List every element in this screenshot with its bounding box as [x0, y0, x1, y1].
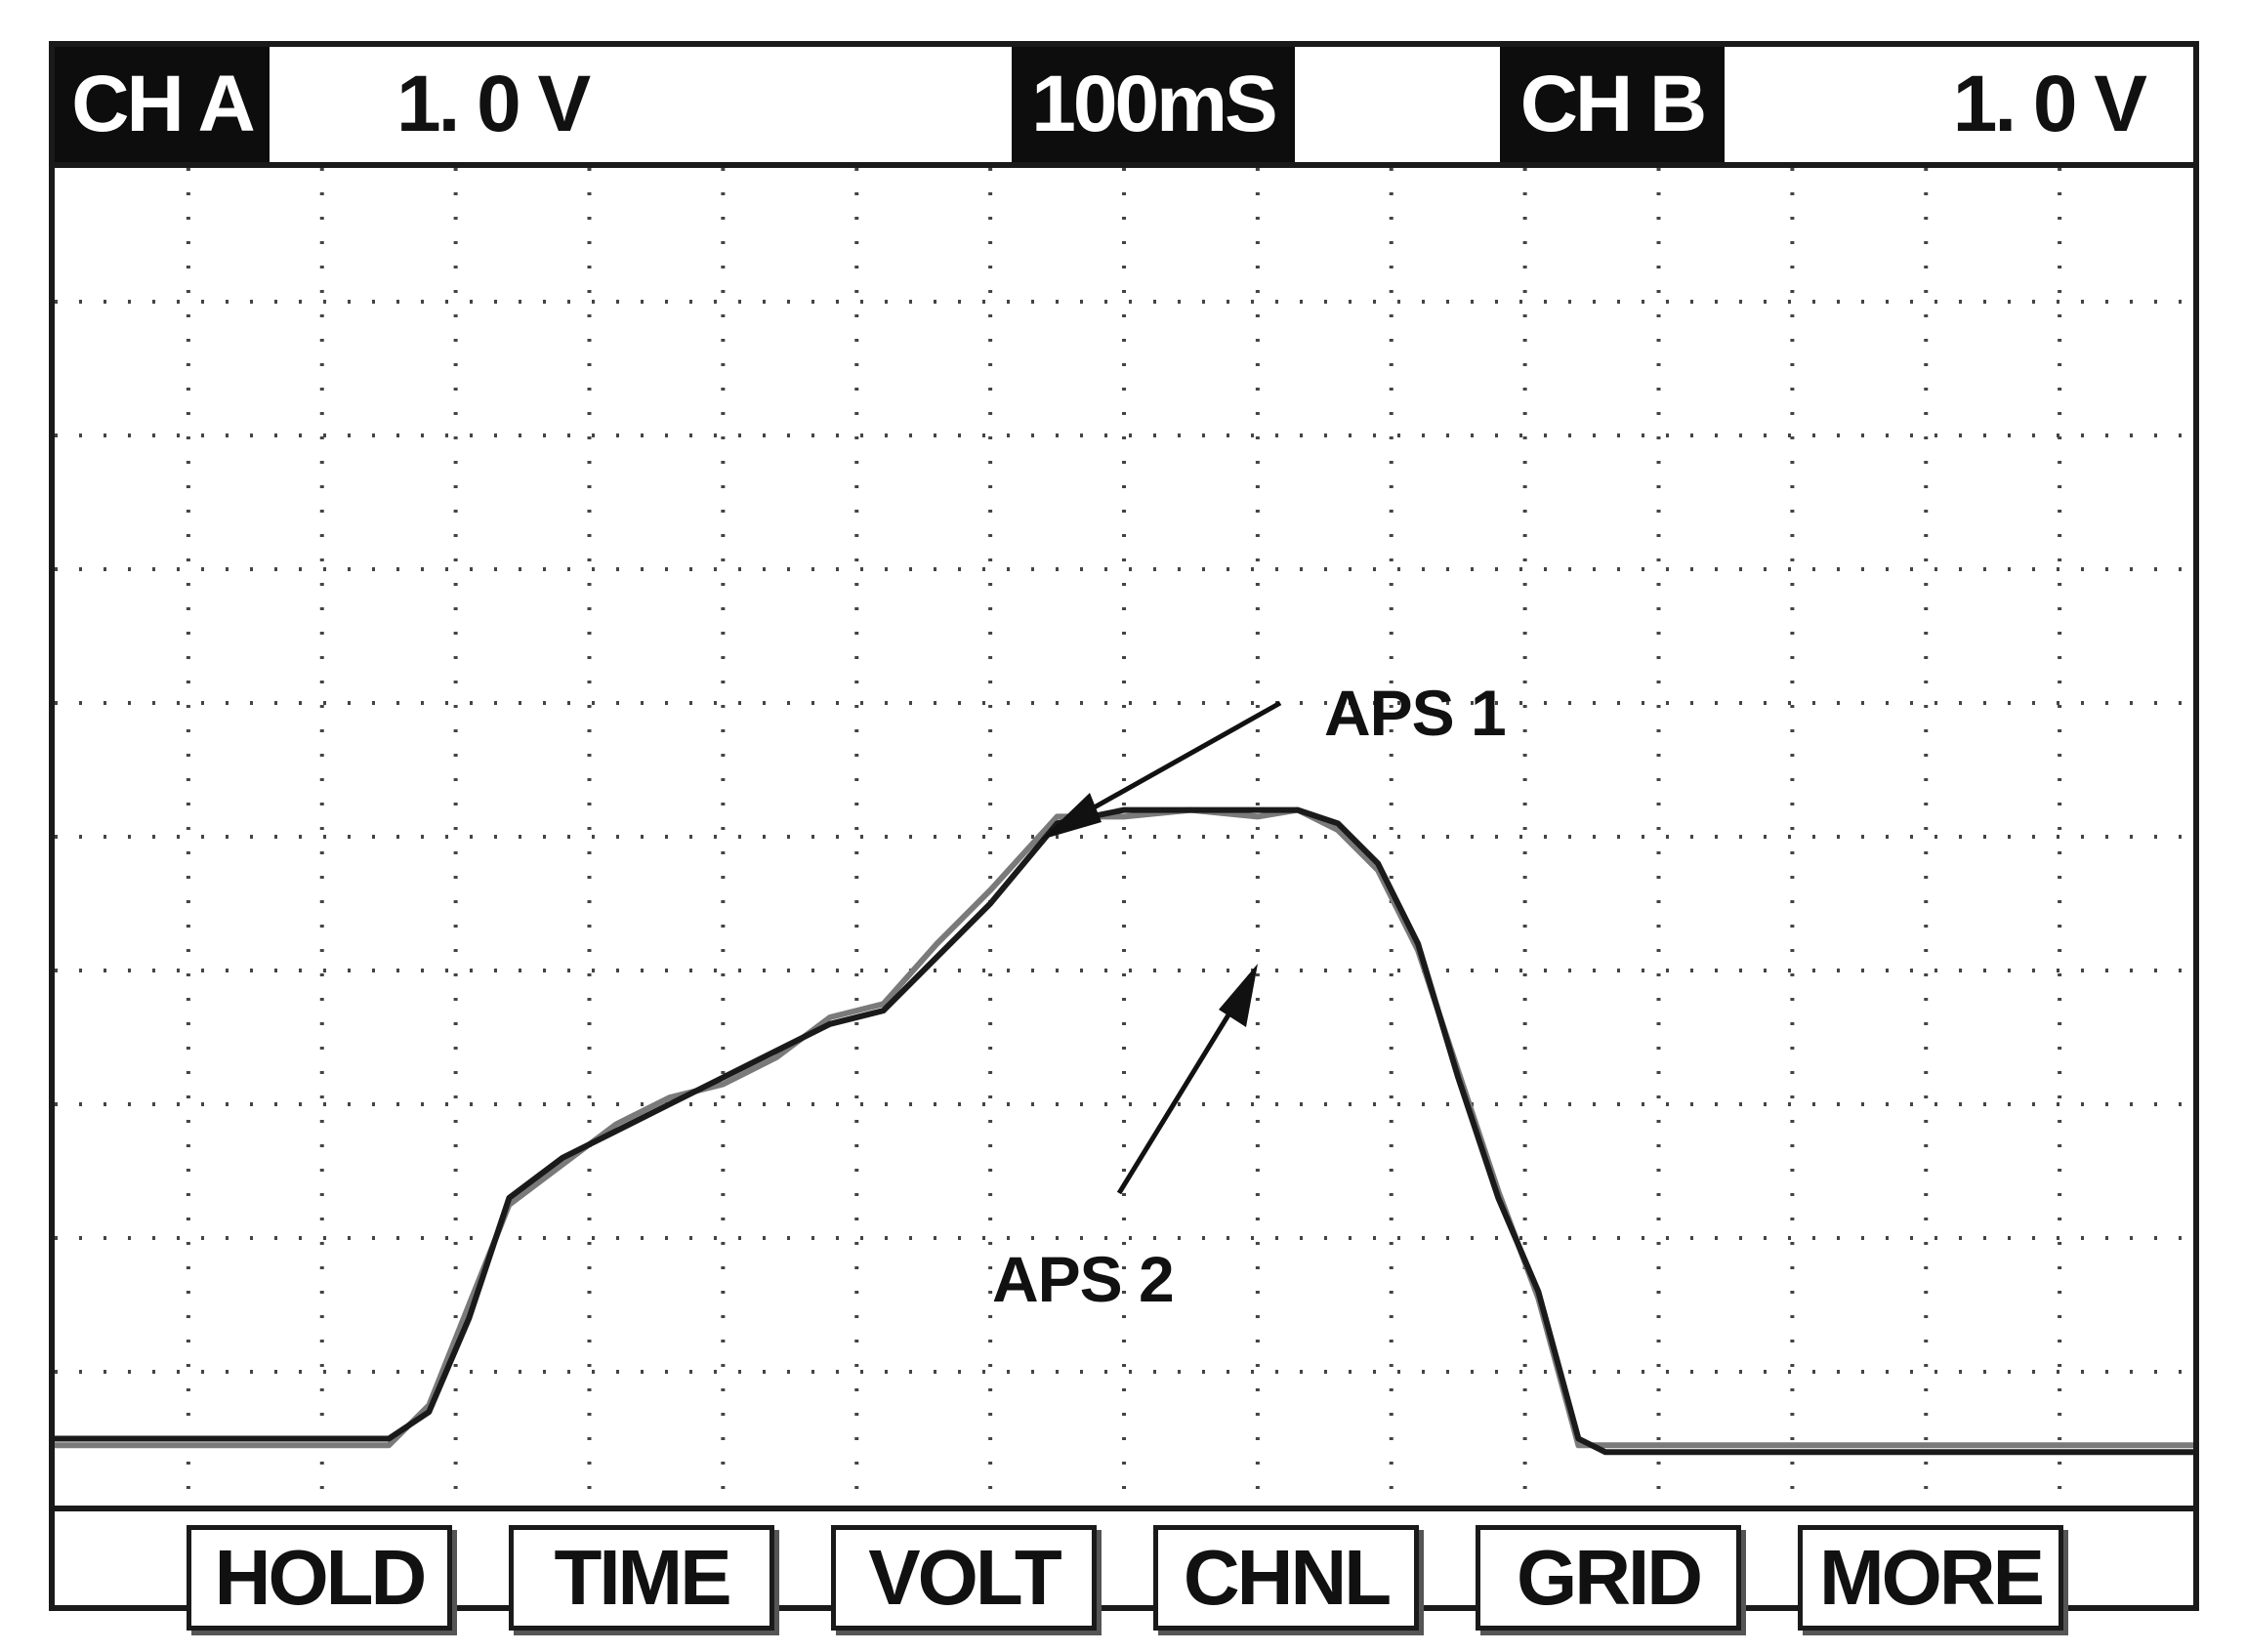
- channel-a-volts-per-div[interactable]: 1. 0 V: [270, 47, 1012, 162]
- aps2-arrow-head: [1219, 964, 1258, 1027]
- aps2-label: APS 2: [992, 1243, 1175, 1315]
- channel-a-label[interactable]: CH A: [55, 47, 270, 162]
- trace-aps2: [55, 806, 2193, 1449]
- annotation-arrows: [1041, 700, 1282, 1195]
- trace-aps1: [55, 806, 2193, 1456]
- softkey-bar: HOLD TIME VOLT CHNL GRID MORE: [55, 1506, 2193, 1631]
- channel-b-volts-per-div[interactable]: 1. 0 V: [1725, 47, 2193, 162]
- timebase-value[interactable]: 100mS: [1012, 47, 1295, 162]
- grid-button[interactable]: GRID: [1476, 1525, 1741, 1631]
- volt-button[interactable]: VOLT: [831, 1525, 1097, 1631]
- aps1-arrow-head: [1041, 793, 1102, 840]
- hold-button[interactable]: HOLD: [187, 1525, 452, 1631]
- screen-frame: [49, 41, 2199, 1611]
- header-spacer: [1295, 47, 1500, 162]
- chnl-button[interactable]: CHNL: [1153, 1525, 1419, 1631]
- aps1-label: APS 1: [1324, 677, 1507, 749]
- traces: [55, 806, 2193, 1456]
- more-button[interactable]: MORE: [1798, 1525, 2063, 1631]
- waveform-svg: [55, 168, 2193, 1506]
- header-bar: CH A 1. 0 V 100mS CH B 1. 0 V: [55, 47, 2193, 168]
- waveform-plot: APS 1 APS 2: [55, 168, 2193, 1506]
- time-button[interactable]: TIME: [509, 1525, 774, 1631]
- channel-b-label[interactable]: CH B: [1500, 47, 1725, 162]
- grid: [55, 168, 2193, 1506]
